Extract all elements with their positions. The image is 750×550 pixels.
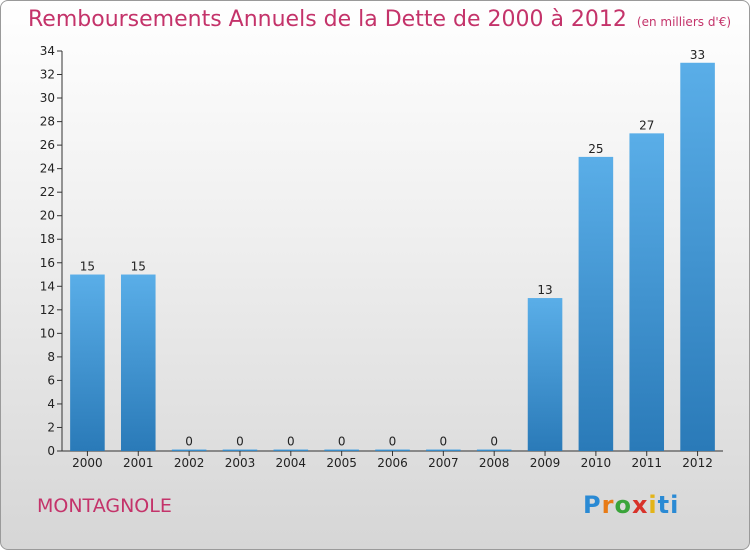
data-label: 0 [440,435,448,449]
x-tick-label: 2005 [326,456,357,470]
x-tick-label: 2000 [72,456,103,470]
x-tick-label: 2004 [276,456,307,470]
bar [680,62,715,451]
y-tick-label: 4 [47,397,55,411]
y-tick-label: 6 [47,373,55,387]
y-tick-label: 34 [40,44,55,58]
data-label: 13 [537,283,552,297]
y-tick-label: 18 [40,232,55,246]
data-label: 0 [185,435,193,449]
bar [527,298,563,451]
data-label: 25 [588,142,603,156]
x-tick-label: 2012 [682,456,713,470]
x-tick-label: 2007 [428,456,459,470]
bar [426,449,461,451]
bar [375,449,410,451]
chart-title-text: Remboursements Annuels de la Dette de 20… [28,7,627,32]
bar [120,274,156,451]
y-tick-label: 2 [47,420,55,434]
y-tick-label: 10 [40,326,55,340]
bar [629,133,665,451]
y-tick-label: 14 [40,279,55,293]
y-tick-label: 30 [40,91,55,105]
place-name: MONTAGNOLE [37,495,172,517]
data-label: 0 [389,435,397,449]
chart-unit: (en milliers d'€) [636,15,732,29]
data-label: 15 [80,260,95,274]
data-label: 0 [490,435,498,449]
y-tick-label: 32 [40,68,55,82]
data-label: 27 [639,118,654,132]
y-tick-label: 22 [40,185,55,199]
bar [70,274,105,451]
x-tick-label: 2011 [631,456,662,470]
x-tick-label: 2006 [377,456,408,470]
data-label: 0 [287,435,295,449]
y-tick-label: 0 [47,444,55,458]
data-label: 0 [236,435,244,449]
bar [578,156,614,451]
chart-bars [70,62,715,451]
data-label: 15 [131,260,146,274]
y-tick-label: 8 [47,350,55,364]
y-tick-label: 20 [40,209,55,223]
bar [476,449,512,451]
proxiti-logo: Proxiti [583,491,680,519]
x-tick-label: 2010 [581,456,612,470]
x-tick-label: 2001 [123,456,154,470]
bar [273,449,309,451]
bar [222,449,258,451]
x-tick-label: 2002 [174,456,205,470]
bar [324,449,359,451]
chart-title: Remboursements Annuels de la Dette de 20… [28,7,731,32]
data-label: 33 [690,48,705,62]
x-tick-label: 2003 [225,456,256,470]
x-tick-label: 2009 [530,456,561,470]
y-tick-label: 16 [40,256,55,270]
y-tick-label: 28 [40,115,55,129]
y-tick-label: 26 [40,138,55,152]
y-tick-label: 12 [40,303,55,317]
x-tick-label: 2008 [479,456,510,470]
bar [171,449,207,451]
y-tick-label: 24 [40,162,55,176]
data-label: 0 [338,435,346,449]
chart-value-labels: 15 15 0 0 0 0 0 0 0 13 25 27 33 [80,48,705,449]
